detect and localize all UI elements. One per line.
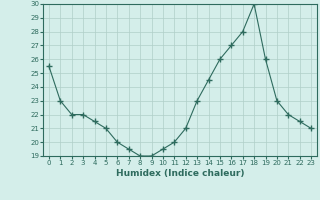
- X-axis label: Humidex (Indice chaleur): Humidex (Indice chaleur): [116, 169, 244, 178]
